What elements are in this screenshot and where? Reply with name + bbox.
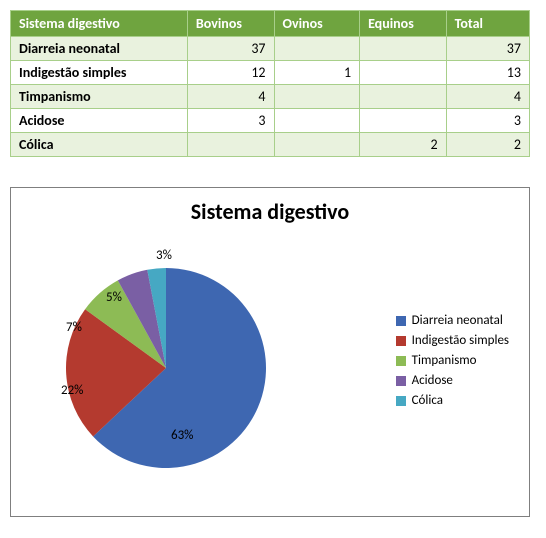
- cell-bov: 3: [187, 109, 274, 133]
- cell-tot: 3: [446, 109, 529, 133]
- cell-ovi: 1: [274, 61, 360, 85]
- cell-equ: [360, 61, 447, 85]
- pie-svg: [66, 268, 266, 468]
- legend-label: Timpanismo: [412, 353, 477, 368]
- row-label: Acidose: [11, 109, 188, 133]
- cell-bov: 12: [187, 61, 274, 85]
- cell-equ: [360, 85, 447, 109]
- cell-bov: 37: [187, 37, 274, 61]
- col-bovinos: Bovinos: [187, 11, 274, 37]
- pct-label: 5%: [106, 290, 122, 305]
- table-row: Diarreia neonatal 37 37: [11, 37, 530, 61]
- chart-title: Sistema digestivo: [11, 188, 529, 225]
- cell-tot: 37: [446, 37, 529, 61]
- legend-label: Indigestão simples: [412, 333, 509, 348]
- table-row: Indigestão simples 12 1 13: [11, 61, 530, 85]
- legend-label: Diarreia neonatal: [412, 313, 503, 328]
- cell-bov: 4: [187, 85, 274, 109]
- pct-label: 22%: [61, 383, 83, 398]
- legend-label: Acidose: [412, 373, 453, 388]
- row-label: Diarreia neonatal: [11, 37, 188, 61]
- legend-label: Cólica: [412, 393, 443, 408]
- col-total: Total: [446, 11, 529, 37]
- legend-item: Timpanismo: [396, 353, 509, 368]
- legend-swatch: [396, 316, 406, 326]
- cell-ovi: [274, 109, 360, 133]
- cell-ovi: [274, 133, 360, 157]
- table-header-row: Sistema digestivo Bovinos Ovinos Equinos…: [11, 11, 530, 37]
- cell-tot: 13: [446, 61, 529, 85]
- legend-swatch: [396, 396, 406, 406]
- pct-label: 7%: [66, 320, 82, 335]
- pct-label: 63%: [171, 428, 193, 443]
- row-label: Cólica: [11, 133, 188, 157]
- legend-item: Diarreia neonatal: [396, 313, 509, 328]
- legend-item: Acidose: [396, 373, 509, 388]
- cell-bov: [187, 133, 274, 157]
- legend-swatch: [396, 356, 406, 366]
- legend: Diarreia neonatal Indigestão simples Timpa…: [396, 308, 509, 413]
- digestive-table: Sistema digestivo Bovinos Ovinos Equinos…: [10, 10, 530, 157]
- row-label: Timpanismo: [11, 85, 188, 109]
- pct-label: 3%: [156, 248, 172, 263]
- cell-ovi: [274, 37, 360, 61]
- cell-equ: 2: [360, 133, 447, 157]
- cell-tot: 4: [446, 85, 529, 109]
- table-row: Cólica 2 2: [11, 133, 530, 157]
- legend-item: Cólica: [396, 393, 509, 408]
- cell-equ: [360, 37, 447, 61]
- legend-item: Indigestão simples: [396, 333, 509, 348]
- col-condition: Sistema digestivo: [11, 11, 188, 37]
- cell-tot: 2: [446, 133, 529, 157]
- table-row: Acidose 3 3: [11, 109, 530, 133]
- legend-swatch: [396, 376, 406, 386]
- chart-body: 63% 22% 7% 5% 3% Diarreia neonatal Indigestão…: [11, 238, 529, 506]
- table-row: Timpanismo 4 4: [11, 85, 530, 109]
- legend-swatch: [396, 336, 406, 346]
- col-equinos: Equinos: [360, 11, 447, 37]
- pie-chart-container: Sistema digestivo 63% 22% 7% 5% 3% Diarreia …: [10, 187, 530, 517]
- row-label: Indigestão simples: [11, 61, 188, 85]
- pie: [66, 268, 266, 468]
- cell-ovi: [274, 85, 360, 109]
- cell-equ: [360, 109, 447, 133]
- col-ovinos: Ovinos: [274, 11, 360, 37]
